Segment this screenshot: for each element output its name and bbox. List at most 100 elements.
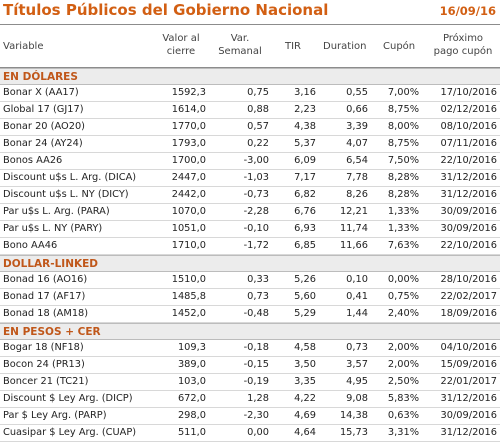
cell-valor: 1510,0 bbox=[171, 274, 206, 285]
cell-cupon: 8,28% bbox=[387, 172, 419, 183]
cell-valor: 109,3 bbox=[177, 342, 206, 353]
cell-duration: 15,73 bbox=[339, 427, 368, 438]
cell-duration: 11,66 bbox=[339, 240, 368, 251]
cell-var: 0,75 bbox=[247, 87, 269, 98]
header-variable: Variable bbox=[3, 41, 44, 52]
cell-duration: 3,39 bbox=[346, 121, 368, 132]
cell-variable: Discount $ Ley Arg. (DICP) bbox=[3, 393, 133, 404]
header-var-line2: Semanal bbox=[218, 46, 262, 57]
cell-cupon: 0,63% bbox=[387, 410, 419, 421]
cell-var: 0,57 bbox=[247, 121, 269, 132]
cell-valor: 2447,0 bbox=[171, 172, 206, 183]
cell-proximo: 31/12/2016 bbox=[440, 189, 497, 200]
cell-var: -1,72 bbox=[243, 240, 269, 251]
header-var-line1: Var. bbox=[230, 33, 250, 44]
table-row: Bonar 24 (AY24) 1793,0 0,22 5,37 4,07 8,75% 07… bbox=[0, 136, 500, 153]
cell-variable: Bono AA46 bbox=[3, 240, 58, 251]
cell-proximo: 08/10/2016 bbox=[440, 121, 497, 132]
cell-var: -0,10 bbox=[243, 223, 269, 234]
table-row: Bogar 18 (NF18) 109,3 -0,18 4,58 0,73 2,00% 04… bbox=[0, 340, 500, 357]
cell-valor: 1070,0 bbox=[171, 206, 206, 217]
cell-tir: 4,64 bbox=[294, 427, 316, 438]
cell-duration: 9,08 bbox=[346, 393, 368, 404]
cell-valor: 1700,0 bbox=[171, 155, 206, 166]
cell-variable: Bonar 24 (AY24) bbox=[3, 138, 83, 149]
cell-cupon: 2,00% bbox=[387, 359, 419, 370]
cell-proximo: 30/09/2016 bbox=[440, 206, 497, 217]
report-date: 16/09/16 bbox=[439, 4, 496, 18]
cell-cupon: 7,50% bbox=[387, 155, 419, 166]
cell-valor: 1452,0 bbox=[171, 308, 206, 319]
table-row: Par u$s L. Arg. (PARA) 1070,0 -2,28 6,76 12,… bbox=[0, 204, 500, 221]
cell-var: 0,00 bbox=[247, 427, 269, 438]
cell-tir: 6,93 bbox=[294, 223, 316, 234]
table-row: Bono AA46 1710,0 -1,72 6,85 11,66 7,63% 22/10/… bbox=[0, 238, 500, 255]
table-row: Discount u$s L. Arg. (DICA) 2447,0 -1,03 7,… bbox=[0, 170, 500, 187]
cell-cupon: 8,00% bbox=[387, 121, 419, 132]
cell-valor: 1614,0 bbox=[171, 104, 206, 115]
cell-duration: 4,07 bbox=[346, 138, 368, 149]
cell-cupon: 0,00% bbox=[387, 274, 419, 285]
cell-variable: Global 17 (GJ17) bbox=[3, 104, 84, 115]
cell-cupon: 2,50% bbox=[387, 376, 419, 387]
cell-valor: 1770,0 bbox=[171, 121, 206, 132]
cell-proximo: 31/12/2016 bbox=[440, 393, 497, 404]
cell-duration: 3,57 bbox=[346, 359, 368, 370]
cell-cupon: 7,00% bbox=[387, 87, 419, 98]
cell-variable: Par u$s L. Arg. (PARA) bbox=[3, 206, 110, 217]
cell-tir: 3,35 bbox=[294, 376, 316, 387]
table-row: Par u$s L. NY (PARY) 1051,0 -0,10 6,93 11,74… bbox=[0, 221, 500, 238]
table-row: Global 17 (GJ17) 1614,0 0,88 2,23 0,66 8,75% 0… bbox=[0, 102, 500, 119]
cell-duration: 0,66 bbox=[346, 104, 368, 115]
section-header: EN DÓLARES bbox=[0, 68, 500, 85]
cell-var: -2,28 bbox=[243, 206, 269, 217]
cell-valor: 672,0 bbox=[177, 393, 206, 404]
cell-var: 0,33 bbox=[247, 274, 269, 285]
cell-proximo: 17/10/2016 bbox=[440, 87, 497, 98]
cell-duration: 11,74 bbox=[339, 223, 368, 234]
cell-duration: 0,10 bbox=[346, 274, 368, 285]
cell-tir: 3,16 bbox=[294, 87, 316, 98]
cell-tir: 5,37 bbox=[294, 138, 316, 149]
cell-proximo: 22/10/2016 bbox=[440, 155, 497, 166]
cell-valor: 2442,0 bbox=[171, 189, 206, 200]
cell-valor: 389,0 bbox=[177, 359, 206, 370]
table-row: Cuasipar $ Ley Arg. (CUAP) 511,0 0,00 4,64 1… bbox=[0, 425, 500, 442]
header-proximo-line2: pago cupón bbox=[433, 46, 493, 57]
cell-cupon: 8,75% bbox=[387, 104, 419, 115]
cell-duration: 0,73 bbox=[346, 342, 368, 353]
cell-duration: 8,26 bbox=[346, 189, 368, 200]
cell-proximo: 28/10/2016 bbox=[440, 274, 497, 285]
cell-tir: 6,85 bbox=[294, 240, 316, 251]
cell-variable: Boncer 21 (TC21) bbox=[3, 376, 89, 387]
cell-tir: 2,23 bbox=[294, 104, 316, 115]
cell-cupon: 1,33% bbox=[387, 223, 419, 234]
table-row: Bonad 16 (AO16) 1510,0 0,33 5,26 0,10 0,00% 28… bbox=[0, 272, 500, 289]
cell-var: -0,19 bbox=[243, 376, 269, 387]
title-bar: Títulos Públicos del Gobierno Nacional 1… bbox=[0, 0, 500, 24]
header-proximo-line1: Próximo bbox=[442, 33, 484, 44]
table-row: Bocon 24 (PR13) 389,0 -0,15 3,50 3,57 2,00% 15… bbox=[0, 357, 500, 374]
cell-var: -2,30 bbox=[243, 410, 269, 421]
cell-valor: 1793,0 bbox=[171, 138, 206, 149]
cell-tir: 5,26 bbox=[294, 274, 316, 285]
header-var: Var. Semanal bbox=[212, 32, 268, 58]
table-row: Bonar 20 (AO20) 1770,0 0,57 4,38 3,39 8,00% 08… bbox=[0, 119, 500, 136]
cell-valor: 1051,0 bbox=[171, 223, 206, 234]
cell-variable: Bonad 18 (AM18) bbox=[3, 308, 89, 319]
cell-tir: 4,58 bbox=[294, 342, 316, 353]
cell-valor: 103,0 bbox=[177, 376, 206, 387]
cell-duration: 0,55 bbox=[346, 87, 368, 98]
cell-variable: Par $ Ley Arg. (PARP) bbox=[3, 410, 107, 421]
cell-tir: 5,29 bbox=[294, 308, 316, 319]
cell-proximo: 04/10/2016 bbox=[440, 342, 497, 353]
section-header: DOLLAR-LINKED bbox=[0, 255, 500, 272]
cell-proximo: 15/09/2016 bbox=[440, 359, 497, 370]
cell-valor: 511,0 bbox=[177, 427, 206, 438]
cell-var: -0,48 bbox=[243, 308, 269, 319]
cell-tir: 7,17 bbox=[294, 172, 316, 183]
cell-var: -0,18 bbox=[243, 342, 269, 353]
header-tir: TIR bbox=[285, 41, 302, 52]
cell-var: 0,88 bbox=[247, 104, 269, 115]
